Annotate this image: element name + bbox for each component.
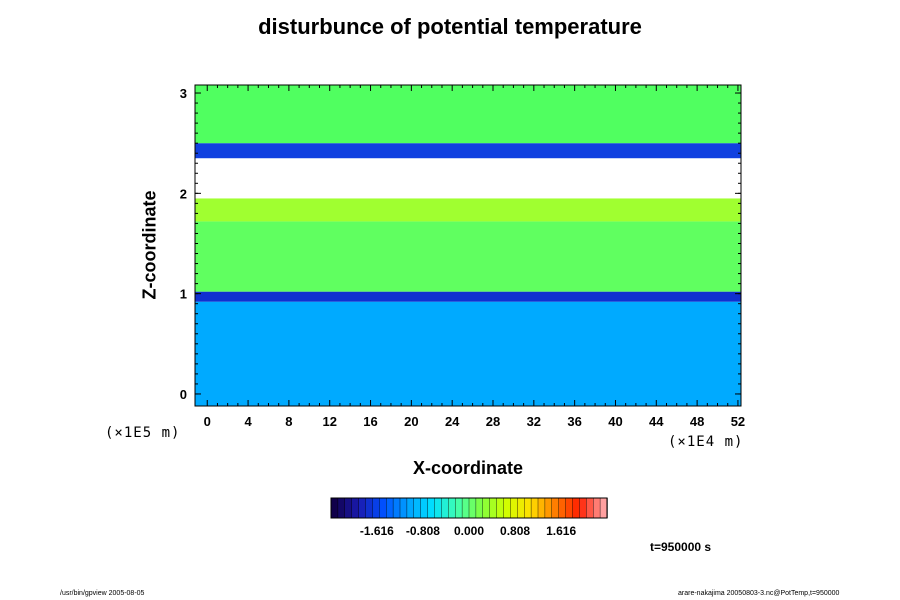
colorbar-cell [372, 497, 380, 519]
colorbar-cell [544, 497, 553, 519]
colorbar-frame [330, 497, 608, 519]
colorbar-cell [510, 497, 518, 519]
time-label: t=950000 s [650, 540, 712, 554]
x-tick-label: 32 [527, 414, 541, 429]
field-band [195, 221, 741, 292]
colorbar-cell [496, 497, 505, 519]
colorbar-cell [427, 497, 436, 519]
y-tick-label: 1 [180, 287, 187, 302]
x-tick-label: 4 [244, 414, 252, 429]
colorbar-cell [565, 497, 574, 519]
colorbar-cell [537, 497, 546, 519]
colorbar-cell [358, 497, 367, 519]
colorbar-cell [420, 497, 429, 519]
x-tick-label: 16 [363, 414, 377, 429]
x-tick-label: 52 [731, 414, 745, 429]
field-band [195, 301, 741, 406]
colorbar-cell [406, 497, 415, 519]
colorbar-tick-label: -1.616 [360, 524, 394, 538]
colorbar-tick-label: -0.808 [406, 524, 440, 538]
colorbar-cell [413, 497, 422, 519]
colorbar-cell [489, 497, 498, 519]
colorbar-tick-label: 1.616 [546, 524, 576, 538]
colorbar-cell [468, 497, 477, 519]
colorbar-cell [344, 497, 353, 519]
colorbar-cell [530, 497, 539, 519]
colorbar-cell [524, 497, 532, 519]
footer-source: arare-nakajima 20050803-3.nc@PotTemp,t=9… [678, 590, 840, 597]
colorbar-tick-label: 0.000 [454, 524, 484, 538]
colorbar-cell [599, 497, 608, 519]
colorbar-cell [365, 497, 374, 519]
colorbar-cell [434, 497, 443, 519]
x-tick-label: 24 [445, 414, 460, 429]
x-tick-label: 8 [285, 414, 292, 429]
field-band [195, 158, 741, 199]
colorbar-cell [572, 497, 581, 519]
colorbar-cell [351, 497, 360, 519]
colorbar-cell [551, 497, 560, 519]
footer-command: /usr/bin/gpview 2005-08-05 [60, 590, 145, 597]
colorbar-cell [461, 497, 470, 519]
x-tick-label: 20 [404, 414, 418, 429]
x-tick-label: 40 [608, 414, 622, 429]
field-band [195, 198, 741, 222]
colorbar-cell [455, 497, 463, 519]
x-tick-label: 0 [204, 414, 211, 429]
colorbar-cell [593, 497, 601, 519]
colorbar-cell [503, 497, 512, 519]
x-scale-label: (×1E4 m) [668, 434, 744, 450]
colorbar-cell [379, 497, 387, 519]
colorbar-cell [337, 497, 346, 519]
x-tick-label: 36 [567, 414, 581, 429]
y-tick-label: 3 [180, 86, 187, 101]
x-axis-label: X-coordinate [412, 458, 523, 478]
colorbar-cell [392, 497, 401, 519]
colorbar-cell [558, 497, 567, 519]
colorbar-cell [448, 497, 456, 519]
x-tick-label: 12 [322, 414, 336, 429]
x-tick-label: 44 [649, 414, 664, 429]
x-tick-label: 48 [690, 414, 704, 429]
colorbar-cell [441, 497, 449, 519]
y-tick-label: 2 [180, 186, 187, 201]
y-tick-label: 0 [180, 387, 187, 402]
chart-title: disturbunce of potential temperature [258, 14, 642, 39]
y-axis-label: Z-coordinate [139, 190, 160, 300]
colorbar-cell [399, 497, 408, 519]
colorbar-cell [517, 497, 525, 519]
plot-frame [194, 84, 742, 407]
colorbar-cell [586, 497, 594, 519]
field-band [195, 85, 741, 144]
field-band [195, 143, 741, 159]
colorbar-cell [475, 497, 484, 519]
field-band [195, 291, 741, 302]
colorbar-cell [386, 497, 394, 519]
colorbar-tick-label: 0.808 [500, 524, 530, 538]
y-scale-label: (×1E5 m) [105, 425, 181, 441]
colorbar-cell [330, 497, 339, 519]
colorbar-cell [579, 497, 588, 519]
x-tick-label: 28 [486, 414, 500, 429]
colorbar-cell [482, 497, 491, 519]
